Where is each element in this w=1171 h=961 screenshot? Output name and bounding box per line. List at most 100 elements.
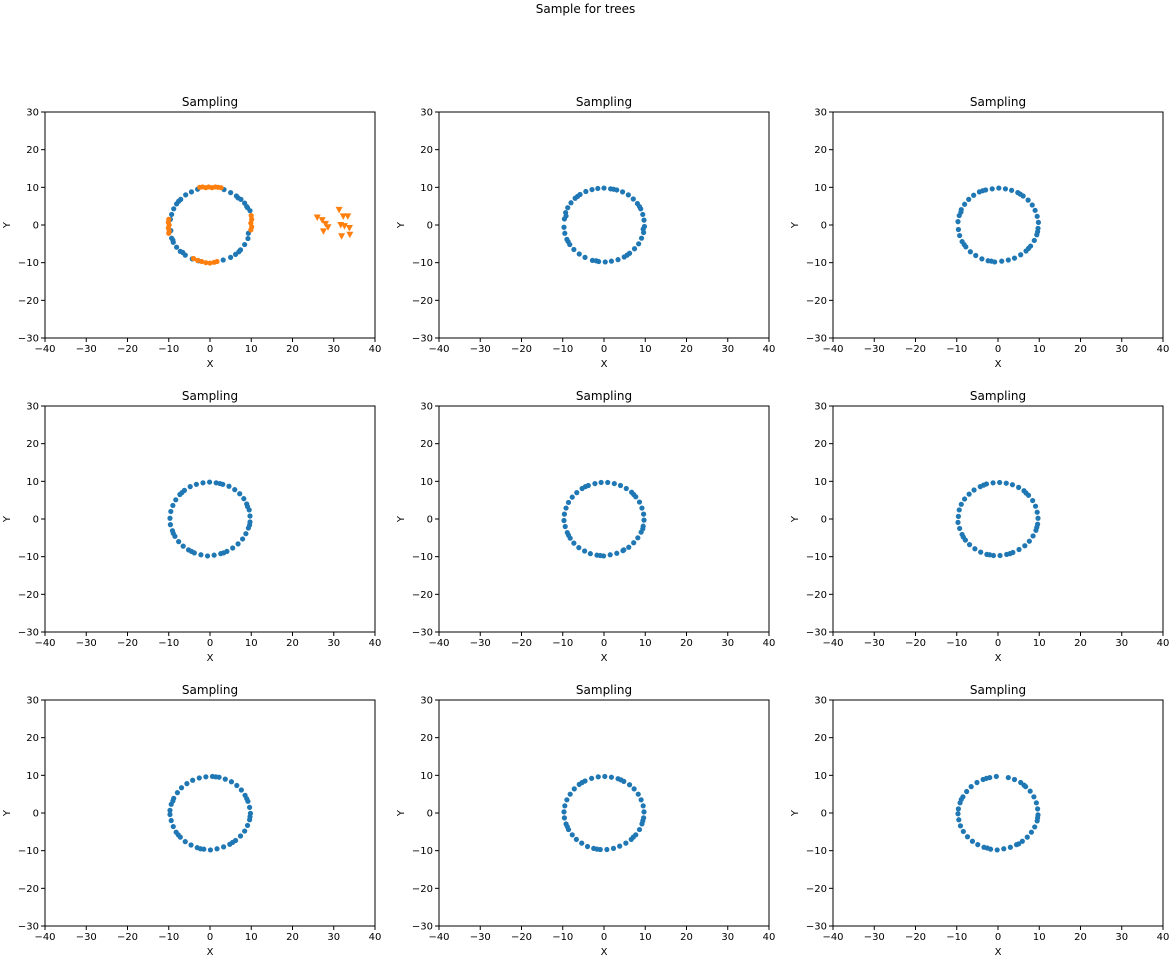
data-point [1032,824,1038,830]
data-point [574,490,580,496]
data-point [1024,834,1030,840]
subplot-2: −40 −30 −20 −10 0 10 20 30 40−30−20−100102030Sam… [396,95,775,370]
data-point [961,201,968,207]
subplot-title: Sampling [970,95,1026,109]
subplot-title: Sampling [576,389,632,403]
data-point [1035,229,1041,235]
axes-frame [438,699,770,927]
x-tick-label: 0 [995,638,1001,649]
y-tick-label: −20 [412,296,433,307]
axes-frame [832,699,1164,927]
data-point [602,259,608,265]
data-point [339,213,347,220]
x-tick-label: −30 [470,932,491,943]
data-point [604,846,610,853]
data-point [248,212,254,219]
data-point [1034,213,1040,219]
data-point [167,515,173,521]
x-tick-label: 0 [995,932,1001,943]
y-tick-label: 0 [821,221,827,232]
y-tick-label: 10 [814,477,827,488]
subplot-6: −40 −30 −20 −10 0 10 20 30 40−30−20−100102030Sam… [790,389,1169,664]
data-point [1035,806,1041,812]
series-1 [167,479,253,559]
data-point [1007,844,1013,850]
data-point [980,482,987,488]
data-point [338,233,346,240]
data-point [994,847,1000,853]
data-point [247,522,253,528]
data-point [955,806,962,812]
data-point [638,235,645,241]
y-tick-label: −20 [412,884,433,895]
y-tick-label: 10 [420,183,433,194]
data-point [956,817,962,823]
data-point [579,840,585,846]
data-point [195,257,201,264]
data-point [1030,533,1036,539]
series-1 [561,185,648,265]
data-point [1029,202,1035,208]
data-point [625,192,631,198]
x-tick-label: 10 [1033,344,1046,355]
x-tick-label: 40 [369,932,382,943]
y-tick-label: 20 [814,733,827,744]
data-point [615,257,621,263]
data-point [575,193,581,199]
y-tick-label: 30 [814,402,827,413]
y-tick-label: −10 [806,846,827,857]
data-point [1034,509,1040,515]
data-point [583,188,589,195]
data-point [619,189,626,195]
data-point [568,200,574,206]
data-point [592,480,598,487]
y-tick-label: 0 [33,515,39,526]
data-point [980,188,986,194]
data-point [607,552,613,558]
data-point [955,519,961,525]
data-point [968,784,974,790]
data-point [234,782,240,789]
data-point [166,230,172,236]
x-tick-label: −30 [76,638,97,649]
data-point [1028,829,1035,835]
data-point [964,834,971,840]
data-point [973,252,979,259]
x-tick-label: −20 [905,344,926,355]
x-tick-label: 0 [601,344,607,355]
y-tick-label: −30 [412,628,433,639]
data-point [999,258,1005,264]
y-tick-label: 0 [821,515,827,526]
data-point [1035,515,1041,521]
data-point [340,223,348,230]
y-tick-label: 20 [420,439,433,450]
data-point [228,779,235,785]
data-point [244,203,250,210]
series-1 [955,479,1041,559]
series-2 [165,184,255,266]
y-tick-label: 0 [821,809,827,820]
data-point [247,804,253,810]
data-point [561,224,567,230]
x-tick-label: 0 [207,344,213,355]
data-point [176,539,182,545]
data-point [167,807,173,813]
figure-title: Sample for trees [535,2,636,16]
y-tick-label: −20 [18,590,39,601]
data-point [640,803,646,809]
data-point [997,552,1003,559]
data-point [242,828,248,834]
series-1 [955,185,1042,265]
y-tick-label: −20 [806,590,827,601]
x-axis-label: X [601,947,608,958]
x-axis-label: X [207,947,214,958]
x-tick-label: −20 [117,638,138,649]
data-point [244,822,251,829]
y-tick-label: −10 [806,552,827,563]
x-tick-label: −20 [117,344,138,355]
data-point [221,844,227,850]
series-1 [955,773,1041,853]
data-point [235,195,241,201]
data-point [230,545,236,551]
x-tick-label: 20 [286,344,299,355]
